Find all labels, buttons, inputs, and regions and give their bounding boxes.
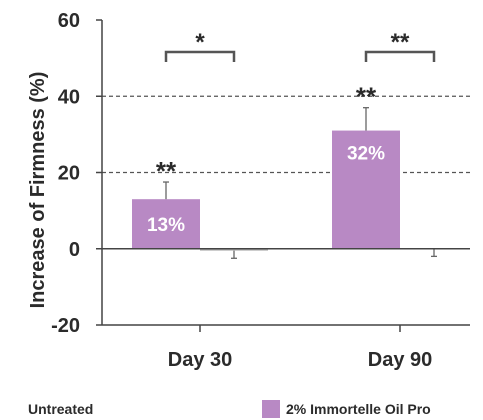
y-tick-label: 0 <box>69 239 80 261</box>
y-tick-label: 40 <box>58 86 80 108</box>
legend-label: 2% Immortelle Oil Pro <box>286 401 431 417</box>
x-tick-label: Day 90 <box>368 349 433 371</box>
data-label: 13% <box>147 215 185 236</box>
axes: 60 40 20 0 -20 Day 30 Day 90 <box>51 10 470 371</box>
y-tick-label: 60 <box>58 10 80 32</box>
bracket-stars: * <box>195 29 205 56</box>
y-axis-label: Increase of Firmness (%) <box>27 72 49 309</box>
significance-bracket <box>164 50 236 62</box>
gridlines <box>102 95 470 174</box>
legend-swatch <box>262 400 280 418</box>
bracket-stars: ** <box>391 29 410 56</box>
bar-1-1 <box>332 130 400 249</box>
data-label: 32% <box>347 144 385 165</box>
bar-0-0 <box>200 248 268 251</box>
bars: 13% 32% <box>132 107 437 259</box>
significance-stars: ** <box>156 156 177 186</box>
legend-label: Untreated <box>28 401 93 417</box>
bar-1-0 <box>132 199 200 249</box>
significance-bracket <box>364 50 436 62</box>
legend: Untreated 2% Immortelle Oil Pro <box>28 400 431 418</box>
significance-marks: ***** ** <box>156 29 436 186</box>
x-tick-label: Day 30 <box>168 349 233 371</box>
y-tick-label: -20 <box>51 315 80 337</box>
significance-stars: ** <box>356 82 377 112</box>
y-tick-label: 20 <box>58 163 80 185</box>
